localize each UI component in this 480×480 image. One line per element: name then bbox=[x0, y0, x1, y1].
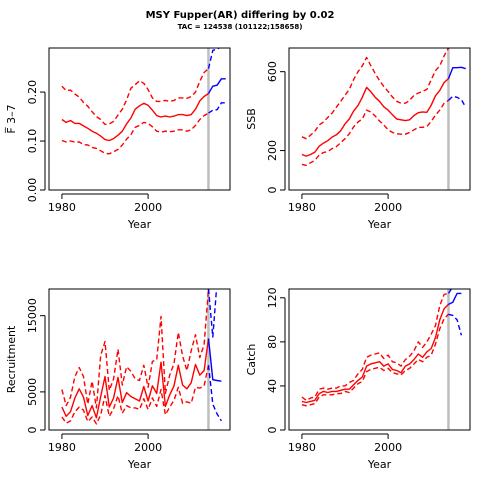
y-tick-label: 0.00 bbox=[26, 178, 39, 203]
series-lower-line bbox=[61, 112, 209, 155]
series-projection-line bbox=[207, 78, 226, 94]
plot-frame bbox=[288, 47, 471, 191]
series-group bbox=[301, 289, 463, 407]
series-upper-line bbox=[301, 292, 449, 401]
y-tick-label: 80 bbox=[266, 335, 279, 349]
series-lower-line bbox=[301, 99, 449, 166]
figure-title: MSY Fupper(AR) differing by 0.02 bbox=[145, 10, 335, 21]
y-tick-label: 0.20 bbox=[26, 80, 39, 105]
y-tick-label: 5000 bbox=[26, 378, 39, 406]
series-group bbox=[301, 48, 467, 166]
x-tick-label: 1980 bbox=[288, 441, 316, 454]
series-projection-line bbox=[447, 66, 466, 79]
x-tick-label: 1980 bbox=[48, 441, 76, 454]
series-group bbox=[61, 289, 222, 425]
plot-frame bbox=[288, 288, 471, 431]
y-tick-label: 0 bbox=[266, 427, 279, 434]
y-tick-label: 0 bbox=[26, 427, 39, 434]
plot-frame bbox=[48, 288, 231, 431]
x-tick-label: 2000 bbox=[134, 441, 162, 454]
x-tick-label: 2000 bbox=[374, 201, 402, 214]
series-group bbox=[61, 48, 226, 155]
series-projection-lower-line bbox=[448, 313, 463, 336]
panel-ssb: 1980 2000 Year 0 200 600 SSB bbox=[245, 47, 471, 231]
x-tick-label: 1980 bbox=[288, 201, 316, 214]
panel-recruitment: 1980 2000 Year 0 5000 15000 Recruitment bbox=[5, 288, 231, 471]
plot-frame bbox=[48, 47, 231, 191]
series-projection-line bbox=[448, 292, 462, 306]
series-projection-lower-line bbox=[207, 365, 222, 422]
series-lower-line bbox=[61, 365, 210, 425]
series-projection-lower-line bbox=[448, 95, 467, 108]
y-axis-label: F̅ 3–7 bbox=[5, 104, 18, 133]
series-estimate-line bbox=[301, 78, 449, 157]
x-tick-label: 2000 bbox=[134, 201, 162, 214]
series-projection-line bbox=[207, 338, 222, 382]
series-upper-line bbox=[301, 48, 450, 140]
series-upper-line bbox=[61, 289, 210, 409]
panel-f: 1980 2000 Year 0.00 0.10 0.20 F̅ 3–7 bbox=[5, 47, 231, 231]
series-upper-line bbox=[61, 68, 209, 126]
series-projection-upper-line bbox=[447, 289, 453, 294]
y-tick-label: 0.10 bbox=[26, 129, 39, 154]
y-tick-label: 200 bbox=[266, 140, 279, 161]
x-tick-label: 1980 bbox=[48, 201, 76, 214]
figure-subtitle: TAC = 124538 (101122;158658) bbox=[177, 23, 303, 31]
series-estimate-line bbox=[61, 92, 209, 142]
y-tick-label: 120 bbox=[266, 287, 279, 308]
series-lower-line bbox=[301, 313, 449, 407]
x-tick-label: 2000 bbox=[374, 441, 402, 454]
y-tick-label: 15000 bbox=[26, 298, 39, 333]
y-tick-label: 40 bbox=[266, 379, 279, 393]
series-projection-upper-line bbox=[207, 289, 218, 338]
series-projection-upper-line bbox=[207, 48, 221, 69]
series-estimate-line bbox=[61, 338, 210, 419]
x-axis-label: Year bbox=[367, 458, 392, 471]
y-axis-label: Recruitment bbox=[5, 325, 18, 393]
series-projection-lower-line bbox=[208, 102, 226, 114]
y-axis-label: Catch bbox=[245, 344, 258, 376]
series-estimate-line bbox=[301, 303, 449, 404]
x-axis-label: Year bbox=[127, 218, 152, 231]
x-axis-label: Year bbox=[127, 458, 152, 471]
y-tick-label: 600 bbox=[266, 61, 279, 82]
x-axis-label: Year bbox=[367, 218, 392, 231]
panel-catch: 1980 2000 Year 0 40 80 120 Catch bbox=[245, 287, 471, 471]
y-axis-label: SSB bbox=[245, 108, 258, 130]
y-tick-label: 0 bbox=[266, 187, 279, 194]
series-projection-upper-line bbox=[448, 48, 450, 49]
